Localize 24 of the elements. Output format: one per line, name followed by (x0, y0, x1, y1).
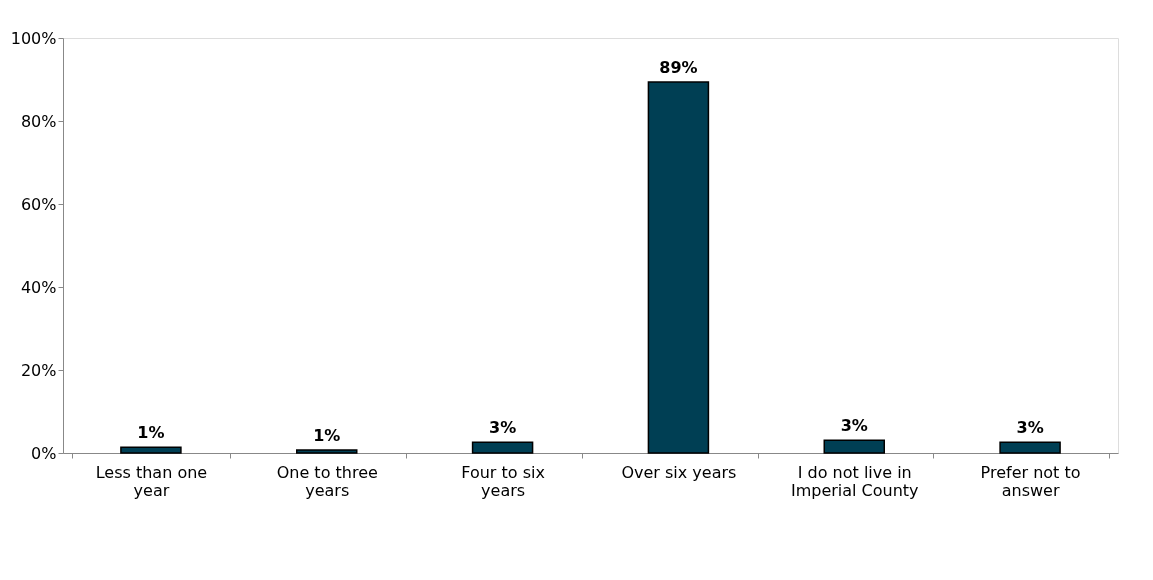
y-tick-label: 0% (31, 443, 57, 463)
bar (471, 441, 534, 454)
bar (296, 449, 358, 454)
data-label: 1% (137, 423, 165, 443)
data-label: 89% (659, 57, 698, 77)
data-label: 3% (489, 418, 517, 438)
bar (120, 446, 182, 454)
y-tick-label: 100% (10, 28, 57, 48)
data-label: 3% (840, 416, 868, 436)
y-tick-label: 60% (20, 194, 57, 214)
x-tick-label: I do not live in Imperial County (790, 462, 919, 500)
x-tick-label: Over six years (621, 462, 737, 482)
y-tick-label: 40% (20, 277, 57, 297)
data-label: 3% (1016, 418, 1044, 438)
data-label: 1% (313, 426, 341, 446)
x-tick-label: One to three years (276, 462, 378, 500)
x-tick-label: Less than one year (95, 462, 208, 500)
y-tick-label: 80% (20, 111, 57, 131)
y-tick-label: 20% (20, 360, 57, 380)
bar (999, 441, 1061, 454)
bar (823, 439, 885, 454)
bar (647, 81, 710, 454)
x-tick-label: Prefer not to answer (980, 462, 1081, 500)
x-tick-label: Four to six years (461, 462, 545, 500)
